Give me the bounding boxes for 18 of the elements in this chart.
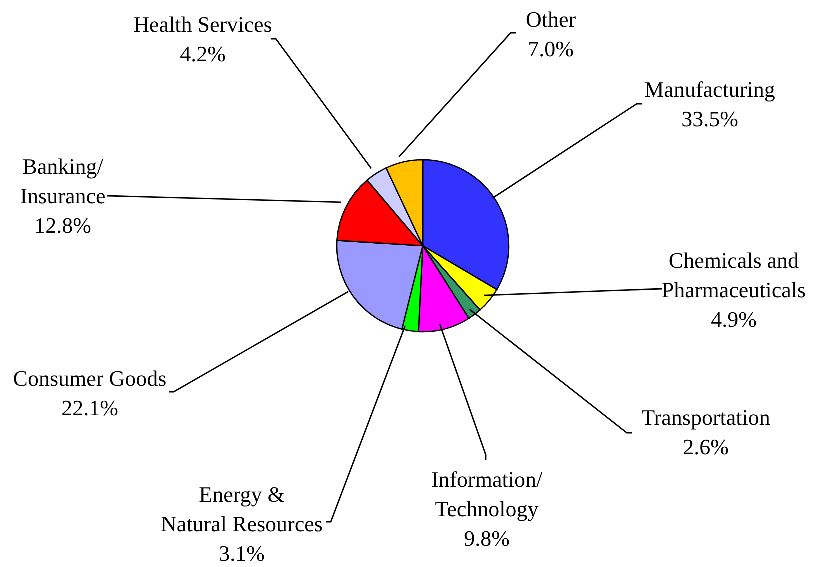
slice-label: Banking/ Insurance xyxy=(20,154,106,208)
data-label: 3.1% xyxy=(219,541,265,566)
data-label: 33.5% xyxy=(682,106,738,132)
data-label: 22.1% xyxy=(62,396,118,420)
slice-label: Transportation xyxy=(642,405,770,430)
slice-label: Information/ Technology xyxy=(431,467,544,522)
slice-label: Manufacturing xyxy=(644,77,776,102)
slice-label: Energy & Natural Resources xyxy=(161,482,323,536)
data-label: 7.0% xyxy=(528,36,574,62)
slice-label: Consumer Goods xyxy=(13,366,167,391)
data-label: 2.6% xyxy=(683,434,729,460)
data-label: 4.2% xyxy=(180,42,226,66)
slice-label: Other xyxy=(526,7,577,32)
slice-label: Health Services xyxy=(134,12,272,37)
data-label: 9.8% xyxy=(464,526,510,551)
data-label: 12.8% xyxy=(34,213,92,238)
slice-label: Chemicals and Pharmaceuticals xyxy=(662,248,806,302)
data-label: 4.9% xyxy=(711,307,757,332)
